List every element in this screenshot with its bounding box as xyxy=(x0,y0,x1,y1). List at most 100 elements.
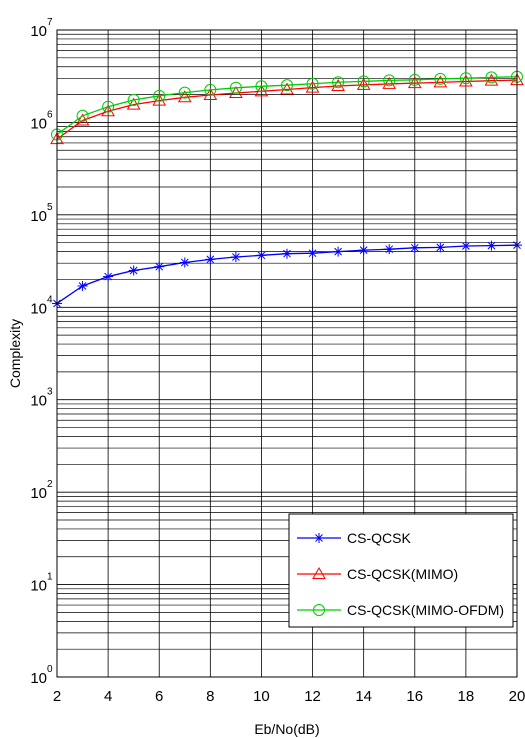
data-point-marker xyxy=(434,72,447,85)
data-point-marker xyxy=(383,74,396,87)
y-tick-exponent: 3 xyxy=(47,387,53,398)
legend-label: CS-QCSK(MIMO) xyxy=(347,566,458,582)
data-point-marker xyxy=(409,242,420,253)
data-point-marker xyxy=(282,248,292,259)
y-tick-base: 10 xyxy=(30,485,47,502)
data-point-marker xyxy=(307,248,318,259)
legend-box xyxy=(288,513,514,628)
data-point-marker xyxy=(127,93,140,106)
data-point-marker xyxy=(433,75,448,88)
y-tick-base: 10 xyxy=(30,300,47,317)
plot-frame xyxy=(56,29,518,678)
x-tick-label: 6 xyxy=(155,688,163,705)
x-tick-label: 12 xyxy=(304,688,321,705)
data-point-marker xyxy=(177,90,192,103)
y-tick-base: 10 xyxy=(30,393,47,410)
y-tick-base: 10 xyxy=(30,670,47,687)
data-point-marker xyxy=(76,109,89,122)
y-axis-label: Complexity xyxy=(7,319,23,388)
x-tick-labels: 2 4 6 8 10 12 14 16 18 20 xyxy=(53,688,525,705)
x-tick-label: 20 xyxy=(509,688,525,705)
y-tick-label: 103 xyxy=(30,387,53,410)
y-tick-base: 10 xyxy=(30,23,47,40)
legend-label: CS-QCSK xyxy=(347,530,411,546)
x-tick-label: 8 xyxy=(206,688,214,705)
y-tick-label: 100 xyxy=(30,664,53,687)
data-point-marker xyxy=(153,89,166,102)
data-point-marker xyxy=(460,241,471,252)
legend-entry: CS-QCSK xyxy=(297,530,411,546)
series-2 xyxy=(51,70,523,141)
data-point-marker xyxy=(459,72,472,85)
data-point-marker xyxy=(230,251,241,262)
data-point-marker xyxy=(382,76,397,89)
y-tick-exponent: 6 xyxy=(47,109,53,120)
data-point-marker xyxy=(75,113,90,126)
data-point-marker xyxy=(281,79,293,92)
y-tick-base: 10 xyxy=(30,578,47,595)
data-point-marker xyxy=(101,104,115,117)
data-point-marker xyxy=(178,86,191,99)
data-point-marker xyxy=(179,257,190,268)
data-point-marker xyxy=(486,240,497,251)
data-point-marker xyxy=(103,271,114,282)
data-point-marker xyxy=(333,246,344,257)
data-point-marker xyxy=(484,73,499,86)
y-tick-label: 104 xyxy=(30,294,53,317)
y-tick-exponent: 0 xyxy=(47,664,53,675)
series-line xyxy=(56,76,518,136)
data-point-marker xyxy=(102,100,115,113)
y-tick-base: 10 xyxy=(30,115,47,132)
data-point-marker xyxy=(357,75,370,88)
data-point-marker xyxy=(255,80,268,93)
legend-marker xyxy=(312,566,326,579)
legend-label: CS-QCSK(MIMO-OFDM) xyxy=(347,602,504,618)
legend-marker xyxy=(313,604,325,616)
y-tick-label: 106 xyxy=(30,109,53,132)
y-tick-label: 102 xyxy=(30,479,53,502)
legend-entry: CS-QCSK(MIMO-OFDM) xyxy=(297,602,504,618)
series-layer xyxy=(50,70,524,309)
legend: CS-QCSK CS-QCSK(MIMO) CS-QCSK(MIMO-OFDM) xyxy=(288,513,514,628)
y-tick-exponent: 4 xyxy=(47,294,53,305)
data-point-marker xyxy=(280,82,294,95)
data-point-marker xyxy=(435,242,446,253)
y-tick-label: 107 xyxy=(30,17,53,40)
data-point-marker xyxy=(331,78,345,91)
data-point-marker xyxy=(485,71,498,84)
data-point-marker xyxy=(305,80,320,93)
data-point-marker xyxy=(384,244,395,255)
data-point-marker xyxy=(205,254,216,265)
y-tick-exponent: 1 xyxy=(47,572,53,583)
y-tick-exponent: 5 xyxy=(47,202,53,213)
data-point-marker xyxy=(358,245,369,256)
data-point-marker xyxy=(332,76,345,89)
legend-entry: CS-QCSK(MIMO) xyxy=(297,566,458,582)
y-tick-label: 101 xyxy=(30,572,53,595)
data-point-marker xyxy=(204,83,217,96)
x-axis-label: Eb/No(dB) xyxy=(254,721,319,737)
data-point-marker xyxy=(256,250,267,261)
y-tick-label: 105 xyxy=(30,202,53,225)
y-tick-exponent: 2 xyxy=(47,479,53,490)
y-tick-base: 10 xyxy=(30,208,47,225)
data-point-marker xyxy=(128,265,139,276)
x-tick-label: 10 xyxy=(253,688,270,705)
data-point-marker xyxy=(407,76,422,89)
x-tick-label: 18 xyxy=(458,688,475,705)
data-point-marker xyxy=(356,77,371,90)
data-point-marker xyxy=(229,81,242,94)
x-tick-label: 2 xyxy=(53,688,61,705)
data-point-marker xyxy=(459,74,473,87)
x-tick-label: 16 xyxy=(406,688,423,705)
data-point-marker xyxy=(306,77,319,90)
x-tick-label: 4 xyxy=(104,688,112,705)
y-tick-exponent: 7 xyxy=(47,17,53,28)
legend-marker xyxy=(314,533,324,543)
data-point-marker xyxy=(154,261,165,272)
data-point-marker xyxy=(408,73,421,86)
data-point-marker xyxy=(77,280,88,291)
series-0 xyxy=(52,240,522,309)
